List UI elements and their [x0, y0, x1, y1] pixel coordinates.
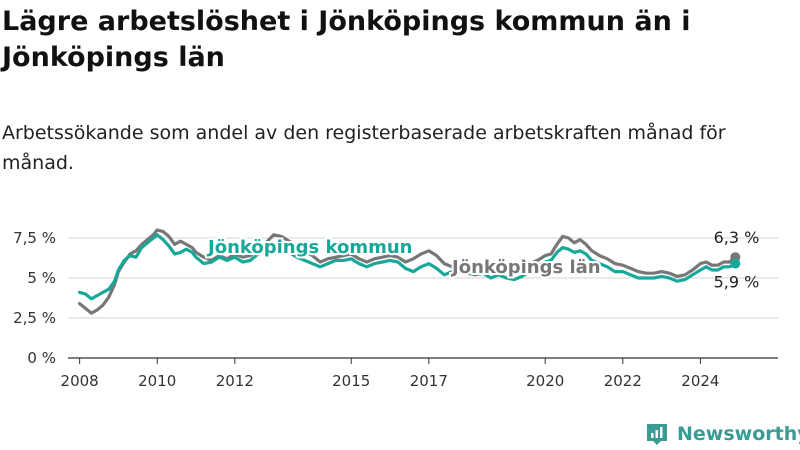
x-tick-label: 2012: [216, 372, 254, 390]
series-label-lan: Jönköpings län: [450, 257, 601, 278]
series-line-lan: [78, 228, 737, 315]
series-lines: [78, 228, 741, 315]
y-tick-label: 2,5 %: [13, 309, 56, 327]
series-labels: 6,3 % 5,9 % Jönköpings kommun Jönköpings lä…: [204, 228, 760, 292]
x-tick-label: 2017: [410, 372, 448, 390]
series-line-kommun: [78, 233, 737, 301]
chart-title: Lägre arbetslöshet i Jönköpings kommun ä…: [2, 6, 691, 73]
newsworthy-logo: Newsworthy: [645, 420, 800, 448]
series-label-kommun: Jönköpings kommun: [206, 237, 412, 258]
chart-subtitle: Arbetssökande som andel av den registerb…: [2, 122, 726, 174]
x-tick-label: 2022: [604, 372, 642, 390]
y-tick-label: 0 %: [27, 349, 56, 367]
end-point-kommun: [730, 258, 741, 269]
y-tick-label: 7,5 %: [13, 229, 56, 247]
grid-lines: [68, 237, 778, 359]
x-tick-label: 2010: [138, 372, 176, 390]
end-value-kommun: 5,9 %: [714, 273, 760, 292]
x-tick-label: 2008: [61, 372, 99, 390]
y-tick-label: 5 %: [27, 269, 56, 287]
newsworthy-icon: [647, 424, 667, 445]
end-value-lan: 6,3 %: [714, 228, 760, 247]
x-tick-label: 2024: [681, 372, 719, 390]
x-axis-ticks: 2008 2010 2012 2015 2017 2020 2022 2024: [61, 358, 719, 390]
brand-name: Newsworthy: [677, 423, 800, 445]
y-axis-ticks: 0 % 2,5 % 5 % 7,5 %: [13, 229, 56, 367]
x-tick-label: 2020: [526, 372, 564, 390]
x-tick-label: 2015: [332, 372, 370, 390]
